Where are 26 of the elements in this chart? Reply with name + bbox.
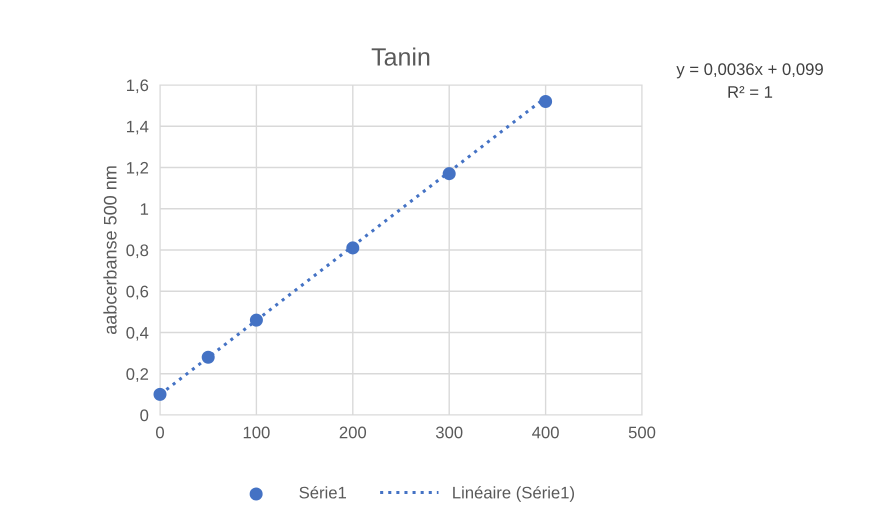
point [153, 388, 167, 401]
chart-title: Tanin [372, 47, 430, 66]
point [442, 167, 456, 180]
point [250, 314, 263, 327]
y-tick-label: 1,4 [126, 120, 148, 134]
y-tick-label: 0,2 [126, 368, 148, 382]
y-tick-label: 0,4 [126, 326, 148, 341]
x-tick-label: 500 [628, 426, 656, 438]
legend-label: Linéaire (Série1) [453, 486, 574, 502]
legend-label: Série1 [299, 486, 346, 499]
y-tick-label: 1,2 [126, 162, 148, 176]
y-tick-label: 0,6 [126, 286, 148, 300]
y-tick-label: 0 [140, 409, 148, 422]
x-tick-label: 0 [156, 426, 164, 438]
y-tick-label: 0,8 [126, 244, 148, 258]
y-axis-title: aabcerbanse 500 nm [103, 166, 117, 334]
x-tick-label: 200 [340, 426, 366, 438]
y-tick-label: 1,6 [126, 79, 148, 94]
point [346, 241, 360, 254]
y-tick-label: 1 [140, 203, 148, 215]
x-tick-label: 400 [532, 426, 559, 438]
point [202, 350, 215, 364]
x-tick-label: 100 [244, 426, 270, 438]
x-tick-label: 300 [436, 426, 462, 438]
text: y = 0,0036x + 0,099 R² = 1 [676, 63, 823, 98]
point [539, 94, 552, 108]
